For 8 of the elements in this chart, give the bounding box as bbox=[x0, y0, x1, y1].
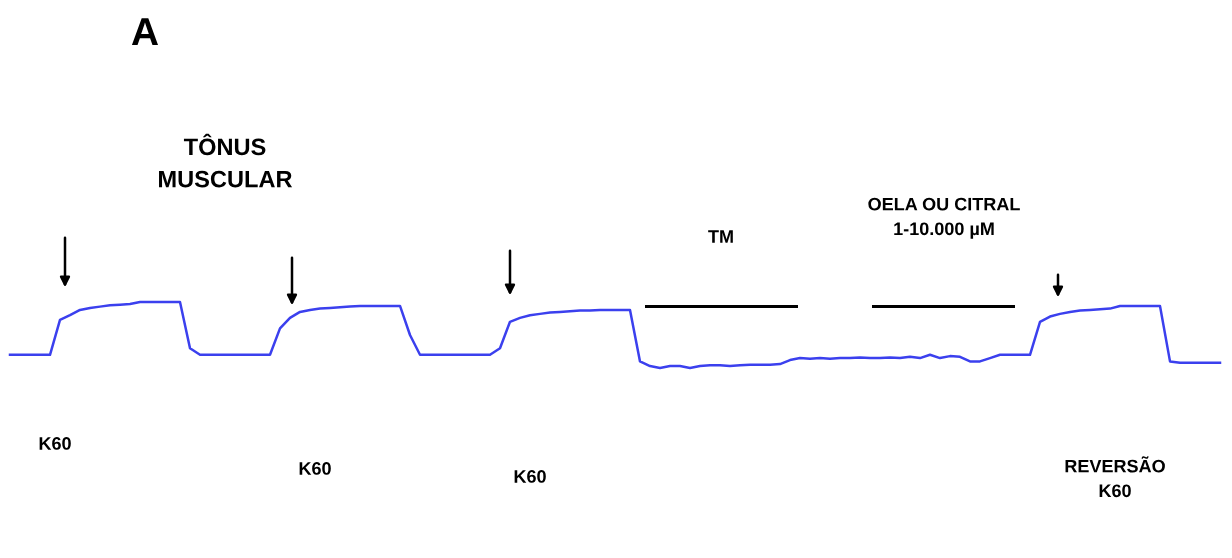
text: TM bbox=[708, 230, 733, 243]
text: K60 bbox=[299, 462, 331, 475]
text: TÔNUS MUSCULAR bbox=[159, 133, 293, 188]
text: REVERSÃO K60 bbox=[1065, 456, 1165, 498]
text: K60 bbox=[39, 437, 71, 450]
text: K60 bbox=[514, 470, 546, 483]
text: OELA OU CITRAL 1-10.000 µM bbox=[868, 197, 1020, 239]
chart-title: A bbox=[131, 18, 159, 46]
